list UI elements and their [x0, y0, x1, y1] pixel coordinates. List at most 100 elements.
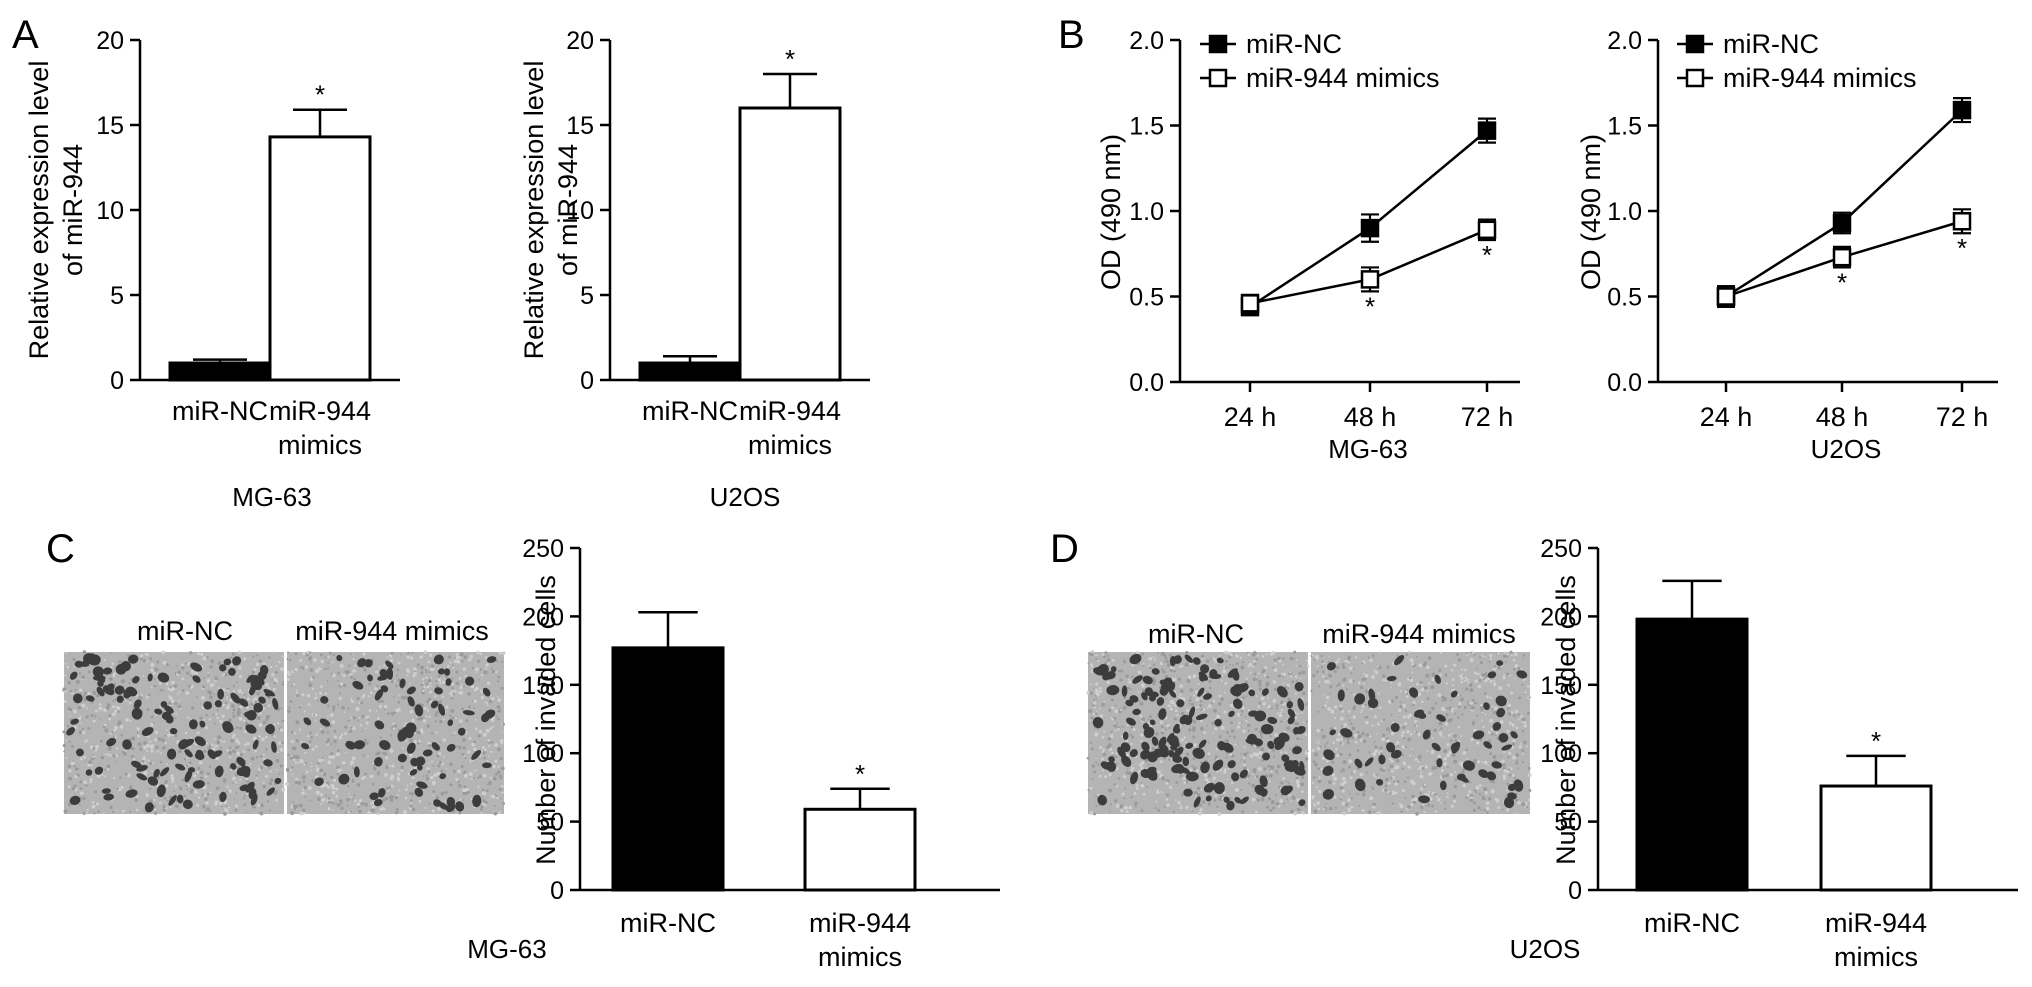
cell	[214, 765, 224, 778]
micrograph-texture	[386, 712, 390, 716]
cell	[190, 662, 203, 672]
micrograph-texture	[1103, 655, 1106, 659]
micrograph-texture	[261, 737, 265, 741]
micrograph-texture	[1382, 718, 1386, 721]
micrograph-texture	[287, 672, 291, 676]
micrograph-texture	[1349, 793, 1351, 795]
micrograph-texture	[1296, 722, 1300, 726]
micrograph-texture	[474, 727, 478, 731]
micrograph-texture	[286, 749, 289, 752]
micrograph-texture	[1349, 776, 1353, 780]
micrograph-texture	[1255, 695, 1258, 698]
micrograph-texture	[1192, 674, 1197, 678]
cell	[1287, 708, 1296, 718]
micrograph-texture	[290, 730, 294, 734]
micrograph-texture	[1239, 656, 1242, 659]
micrograph-texture	[1527, 773, 1532, 777]
micrograph-texture	[1424, 792, 1428, 796]
micrograph-texture	[1324, 679, 1328, 684]
micrograph-texture	[1177, 800, 1181, 805]
micrograph-texture	[347, 811, 350, 814]
micrograph-texture	[1333, 670, 1337, 673]
micrograph-texture	[95, 709, 98, 713]
micrograph-texture	[348, 729, 353, 733]
micrograph-texture	[1411, 662, 1415, 666]
cell	[1323, 749, 1335, 761]
micrograph-texture	[1341, 789, 1345, 793]
micrograph-texture	[461, 798, 464, 802]
micrograph-texture	[332, 653, 335, 657]
micrograph-texture	[1322, 808, 1326, 811]
micrograph-texture	[1369, 796, 1374, 801]
micrograph-texture	[451, 682, 455, 686]
micrograph-texture	[228, 750, 232, 755]
cell	[168, 795, 177, 806]
micrograph-texture	[435, 711, 439, 715]
micrograph-texture	[1165, 797, 1169, 801]
micrograph-texture	[410, 656, 414, 660]
micrograph-texture	[1344, 660, 1346, 663]
micrograph-texture	[1454, 778, 1458, 782]
micrograph-texture	[1168, 726, 1171, 729]
micrograph-texture	[425, 776, 430, 781]
micrograph-texture	[1502, 676, 1506, 680]
micrograph-texture	[476, 650, 480, 654]
micrograph-texture	[332, 673, 336, 678]
micrograph-texture	[209, 791, 212, 794]
micrograph-texture	[433, 773, 437, 777]
micrograph-texture	[1379, 747, 1383, 751]
cell	[70, 718, 79, 725]
micrograph-texture	[1521, 730, 1525, 733]
micrograph-texture	[1195, 697, 1200, 702]
micrograph-texture	[1361, 731, 1365, 736]
micrograph-texture	[1325, 671, 1328, 673]
micrograph-texture	[482, 750, 486, 755]
micrograph-texture	[303, 710, 306, 713]
micrograph-texture	[364, 738, 367, 742]
micrograph-texture	[315, 767, 320, 772]
micrograph-texture	[378, 704, 383, 708]
micrograph-texture	[1513, 667, 1516, 671]
micrograph-texture	[491, 741, 494, 744]
micrograph-texture	[1304, 804, 1307, 808]
micrograph-texture	[1316, 728, 1320, 733]
micrograph-texture	[1347, 655, 1351, 659]
micrograph-texture	[360, 801, 364, 806]
micrograph-texture	[426, 699, 430, 703]
micrograph-texture	[497, 710, 499, 713]
micrograph-texture	[1521, 749, 1525, 752]
micrograph-texture	[484, 667, 487, 670]
micrograph-texture	[1479, 656, 1482, 659]
bar	[1635, 617, 1749, 892]
micrograph-texture	[90, 713, 94, 718]
micrograph-texture	[1474, 679, 1478, 683]
micrograph-texture	[1164, 656, 1168, 660]
micrograph-texture	[439, 681, 442, 685]
micrograph-texture	[1159, 775, 1162, 778]
micrograph-texture	[1242, 756, 1246, 760]
micrograph-texture	[473, 699, 477, 704]
micrograph-texture	[259, 724, 262, 728]
micrograph-texture	[178, 749, 182, 754]
micrograph-texture	[369, 691, 373, 695]
micrograph-texture	[207, 782, 210, 785]
micrograph-texture	[1510, 691, 1514, 695]
micrograph-texture	[458, 745, 462, 750]
micrograph-texture	[330, 673, 333, 676]
micrograph-texture	[1339, 707, 1343, 711]
micrograph-texture	[350, 697, 353, 700]
micrograph-texture	[141, 697, 144, 700]
micrograph-texture	[94, 714, 97, 718]
micrograph-texture	[1335, 684, 1338, 687]
micrograph-texture	[160, 752, 163, 755]
micrograph-texture	[429, 667, 434, 672]
micrograph-texture	[371, 805, 376, 810]
micrograph-texture	[1461, 713, 1464, 716]
micrograph-texture	[1392, 777, 1395, 781]
micrograph-texture	[258, 690, 261, 692]
bar	[168, 361, 272, 382]
micrograph-texture	[1290, 809, 1294, 814]
micrograph-texture	[126, 654, 129, 657]
micrograph-texture	[1483, 808, 1487, 812]
micrograph-texture	[221, 674, 224, 677]
